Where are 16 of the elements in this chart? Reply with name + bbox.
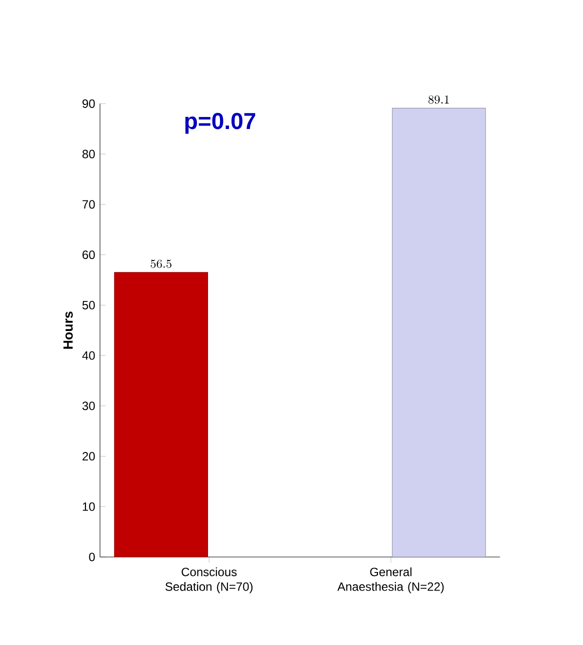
y-axis-title: Hours — [63, 312, 73, 349]
y-tick-label: 90 — [82, 99, 95, 108]
y-tick-label: 30 — [82, 402, 95, 410]
y-tick-label: 70 — [82, 200, 95, 209]
y-tick-label: 50 — [82, 300, 95, 310]
y-tick-label: 80 — [82, 150, 95, 158]
data-label: 89. 1 — [428, 95, 449, 104]
x-tick-label: Conscious Sedation (N=70) — [165, 567, 253, 594]
y-tick-label: 60 — [82, 250, 95, 260]
y-tick-label: 0 — [89, 552, 95, 562]
x-tick-label: General Anaesthesia (N=22) — [337, 567, 444, 594]
y-tick-label: 10 — [82, 502, 95, 511]
data-label: 56.5 — [150, 260, 172, 268]
annotation: p=0.07 — [185, 112, 256, 134]
y-tick-label: 40 — [82, 351, 95, 360]
y-tick-label: 20 — [82, 452, 95, 461]
